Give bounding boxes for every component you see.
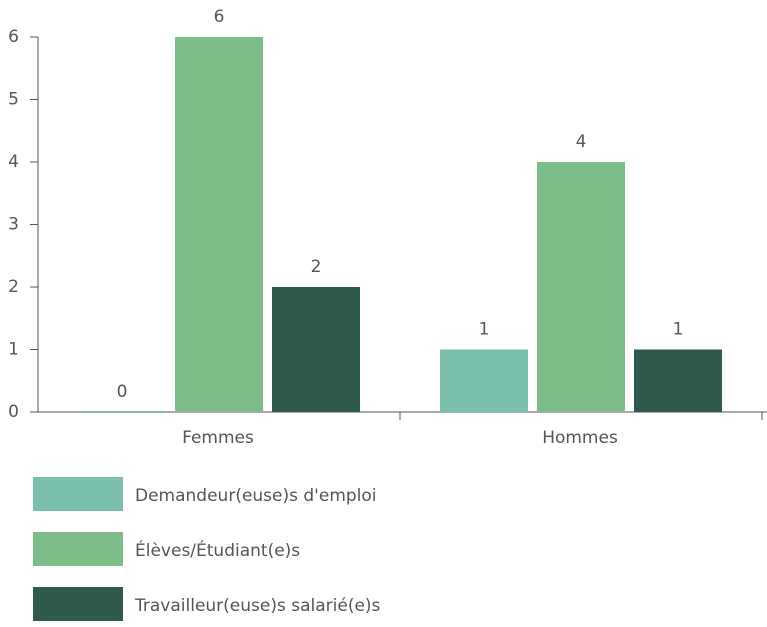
legend-swatch	[33, 532, 123, 566]
y-tick-label: 2	[8, 277, 19, 297]
y-tick-label: 1	[8, 340, 19, 360]
bar	[78, 412, 166, 413]
data-label: 6	[214, 7, 225, 27]
y-tick-label: 6	[8, 27, 19, 47]
x-tick-label: Hommes	[542, 428, 618, 448]
legend-swatch	[33, 587, 123, 621]
bar	[634, 349, 722, 412]
bar	[272, 287, 360, 412]
legend-swatch	[33, 477, 123, 511]
bar	[175, 37, 263, 412]
data-label: 1	[673, 320, 684, 340]
legend-label: Élèves/Étudiant(e)s	[135, 539, 300, 561]
bar	[440, 349, 528, 412]
y-tick-label: 5	[8, 90, 19, 110]
legend-label: Demandeur(euse)s d'emploi	[135, 486, 377, 506]
data-label: 1	[479, 320, 490, 340]
y-tick-label: 3	[8, 215, 19, 235]
x-tick-label: Femmes	[182, 428, 254, 448]
bar	[537, 162, 625, 412]
legend-label: Travailleur(euse)s salarié(e)s	[134, 596, 381, 616]
y-tick-label: 0	[8, 402, 19, 422]
data-label: 4	[576, 132, 587, 152]
data-label: 2	[311, 257, 322, 277]
data-label: 0	[117, 382, 128, 402]
y-tick-label: 4	[8, 152, 19, 172]
